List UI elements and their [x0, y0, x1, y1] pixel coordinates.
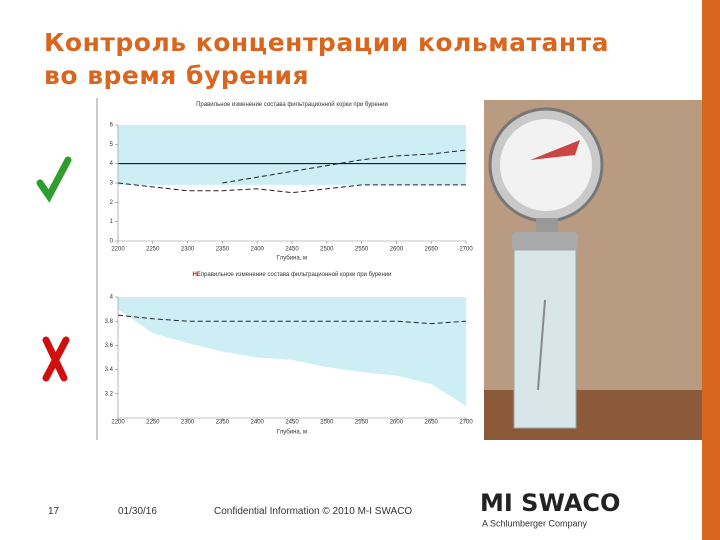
cell-rod [537, 299, 546, 391]
title-line: во время бурения [44, 61, 310, 90]
x-tick-label: 2650 [425, 247, 439, 253]
y-tick-label: 3.2 [105, 391, 114, 397]
x-tick-label: 2500 [320, 247, 334, 253]
x-tick-label: 2600 [390, 247, 404, 253]
x-tick-label: 2200 [111, 247, 125, 253]
x-tick-label: 2350 [216, 247, 230, 253]
logo-subtitle: A Schlumberger Company [482, 518, 588, 528]
x-axis-label: Глубина, м [277, 430, 307, 436]
x-tick-label: 2450 [285, 420, 299, 426]
photo [484, 100, 702, 440]
title-line: Контроль концентрации кольматанта [44, 28, 610, 57]
x-tick-label: 2350 [216, 420, 230, 426]
gauge-face [500, 119, 592, 211]
chart-title: Правильное изменение состава фильтрацион… [196, 101, 388, 108]
x-tick-label: 2550 [355, 420, 369, 426]
title-text: правильное изменение состава фильтрацион… [201, 271, 392, 278]
title-text: Правильное изменение состава фильтрацион… [196, 101, 388, 108]
check-icon [36, 156, 72, 203]
x-tick-label: 2700 [459, 420, 473, 426]
y-tick-label: 3.6 [105, 343, 114, 349]
x-tick-label: 2400 [251, 247, 265, 253]
y-tick-label: 6 [110, 123, 114, 129]
x-tick-label: 2550 [355, 247, 369, 253]
series-line [222, 149, 467, 184]
y-tick-label: 4 [110, 161, 114, 167]
x-axis-label: Глубина, м [277, 256, 307, 262]
cross-icon [42, 336, 70, 382]
y-tick-label: 2 [110, 200, 114, 206]
gauge-needle [530, 140, 580, 160]
series-line [117, 314, 467, 325]
x-tick-label: 2700 [459, 247, 473, 253]
y-tick-label: 3.4 [105, 367, 114, 373]
shaded-band [118, 297, 466, 406]
title-prefix: НЕ [192, 272, 200, 278]
chart-title: НЕправильное изменение состава фильтраци… [192, 271, 391, 278]
y-tick-label: 1 [110, 219, 114, 225]
x-tick-label: 2300 [181, 247, 195, 253]
x-tick-label: 2600 [390, 420, 404, 426]
gauge-neck [536, 218, 558, 236]
footer-date: 01/30/16 [118, 506, 157, 517]
x-tick-label: 2250 [146, 247, 160, 253]
y-tick-label: 3 [110, 181, 114, 187]
y-tick-label: 5 [110, 142, 114, 148]
y-tick-label: 0 [110, 239, 114, 245]
x-tick-label: 2250 [146, 420, 160, 426]
logo-text: MI SWACO [480, 489, 620, 517]
x-tick-label: 2300 [181, 420, 195, 426]
x-tick-label: 2650 [425, 420, 439, 426]
series-line [117, 182, 466, 194]
cell-body [513, 249, 577, 429]
y-tick-label: 3.8 [105, 319, 114, 325]
shaded-band [118, 125, 466, 185]
footer-note: Confidential Information © 2010 M-I SWAC… [214, 506, 413, 517]
logo: MI SWACO A Schlumberger Company [480, 489, 620, 528]
cell-cap [512, 232, 578, 250]
page-number: 17 [48, 506, 60, 517]
x-tick-label: 2450 [285, 247, 299, 253]
x-tick-label: 2200 [111, 420, 125, 426]
slide-title: Контроль концентрации кольматанта во вре… [44, 26, 609, 92]
y-tick-label: 4 [110, 295, 114, 301]
x-tick-label: 2400 [251, 420, 265, 426]
accent-bar [702, 0, 720, 540]
x-tick-label: 2500 [320, 420, 334, 426]
